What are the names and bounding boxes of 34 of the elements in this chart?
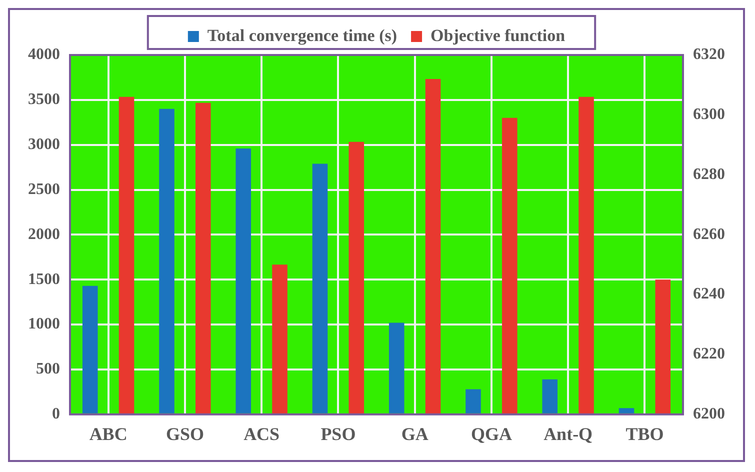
bar — [388, 322, 404, 414]
y-tick-label: 0 — [52, 406, 60, 423]
x-tick-label: GSO — [166, 424, 204, 444]
x-tick-label: ABC — [89, 424, 128, 444]
y2-tick-label: 6240 — [693, 286, 725, 303]
x-tick-label: QGA — [470, 424, 512, 444]
bar — [466, 389, 481, 414]
y-tick-label: 500 — [36, 360, 60, 378]
y-tick-label: 1000 — [28, 316, 60, 333]
y2-tick-label: 6200 — [693, 406, 725, 423]
bar — [542, 379, 558, 414]
x-tick-label: TBO — [626, 424, 664, 444]
bar — [236, 148, 252, 414]
x-tick-label: Ant-Q — [544, 424, 593, 444]
y-tick-label: 2500 — [28, 180, 60, 198]
y-tick-label: 1500 — [28, 270, 60, 288]
x-tick-label: ACS — [244, 424, 280, 444]
x-tick-label: PSO — [320, 424, 356, 444]
y2-tick-label: 6300 — [693, 106, 725, 124]
legend-label: Total convergence time (s) — [207, 26, 398, 45]
y2-tick-label: 6280 — [693, 166, 725, 183]
y2-tick-label: 6260 — [693, 226, 725, 243]
y-tick-label: 3500 — [28, 91, 60, 108]
y-tick-label: 2000 — [28, 226, 60, 243]
y2-tick-label: 6220 — [693, 346, 725, 363]
y2-tick-label: 6320 — [693, 46, 725, 64]
legend-label: Objective function — [430, 26, 566, 45]
bar — [312, 164, 328, 414]
x-tick-label: GA — [401, 424, 428, 444]
bar — [618, 408, 634, 414]
y-tick-label: 3000 — [28, 136, 60, 153]
bar — [82, 286, 98, 414]
bar — [159, 108, 174, 414]
y-tick-label: 4000 — [28, 46, 60, 64]
